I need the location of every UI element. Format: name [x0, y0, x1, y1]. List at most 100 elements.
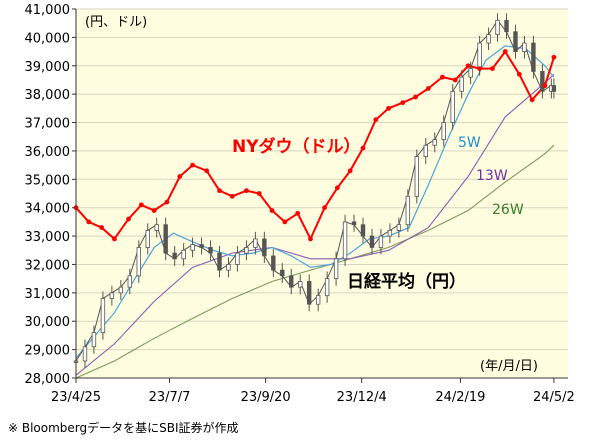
nikkei-candle	[405, 195, 411, 226]
nikkei-candle	[271, 255, 276, 271]
dow-point	[177, 174, 183, 179]
ma13-label: 13W	[476, 168, 508, 184]
nikkei-label: 日経平均（円）	[347, 271, 466, 292]
date-format-label: (年/月/日)	[480, 359, 538, 374]
dow-point	[386, 105, 392, 111]
y-axis-ticks: 28,000 29,000 30,000 31,000 32,000 33,000 34,0…	[25, 3, 76, 387]
dow-point	[452, 77, 458, 83]
y-tick-label: 37,000	[25, 117, 71, 132]
dow-point	[164, 199, 170, 205]
dow-point	[99, 225, 105, 230]
nikkei-candle	[468, 68, 473, 78]
nikkei-candle	[504, 19, 509, 33]
nikkei-candle	[450, 90, 455, 123]
nikkei-candle	[531, 42, 536, 72]
nikkei-candle	[235, 252, 240, 265]
dow-point	[190, 162, 195, 168]
nikkei-candle	[118, 286, 124, 294]
y-tick-label: 35,000	[25, 173, 71, 188]
dow-point	[269, 208, 275, 213]
y-tick-label: 36,000	[25, 145, 71, 160]
dow-points	[73, 49, 557, 242]
dow-point	[126, 216, 131, 222]
y-tick-label: 33,000	[25, 230, 71, 245]
dow-point	[542, 83, 548, 89]
dow-point	[295, 210, 301, 216]
nikkei-candle	[477, 42, 482, 70]
y-tick-label: 39,000	[25, 60, 71, 75]
nikkei-candle	[432, 139, 437, 146]
nikkei-candles	[73, 13, 557, 369]
y-tick-label: 30,000	[25, 315, 71, 330]
nikkei-candle	[226, 264, 231, 271]
nikkei-candle	[217, 252, 222, 271]
ma26-label: 26W	[492, 202, 524, 218]
nikkei-candle	[414, 156, 420, 197]
y-tick-label: 34,000	[25, 202, 71, 217]
dow-label: NYダウ（ドル）	[232, 136, 361, 157]
nikkei-candle	[540, 71, 545, 92]
dow-point	[229, 193, 235, 199]
nikkei-candle	[298, 281, 303, 288]
dow-point	[425, 86, 431, 91]
nikkei-candle	[315, 295, 321, 305]
nikkei-candle	[522, 42, 527, 52]
nikkei-candle	[100, 298, 106, 333]
dow-point	[551, 54, 557, 60]
nikkei-candle	[181, 249, 186, 260]
dow-point	[112, 236, 117, 242]
y-tick-label: 40,000	[25, 31, 71, 46]
dow-point	[360, 145, 366, 151]
y-tick-label: 41,000	[25, 3, 71, 18]
nikkei-candle	[333, 258, 339, 280]
x-tick-label: 24/2/19	[435, 390, 485, 405]
y-tick-label: 38,000	[25, 88, 71, 103]
nikkei-candle	[486, 34, 491, 44]
y-tick-label: 28,000	[25, 372, 71, 387]
nikkei-candle	[360, 224, 366, 237]
dow-point	[465, 63, 471, 69]
nikkei-candle	[280, 269, 285, 277]
y-tick-label: 32,000	[25, 258, 71, 273]
x-tick-label: 23/7/7	[149, 390, 191, 405]
nikkei-candle	[369, 235, 375, 248]
nikkei-candle	[441, 122, 446, 140]
x-tick-label: 23/9/20	[241, 390, 291, 405]
nikkei-candle	[253, 238, 258, 248]
dow-point	[440, 74, 445, 80]
nikkei-candle	[423, 144, 428, 158]
nikkei-candle	[387, 229, 393, 237]
nikkei-candle	[551, 85, 557, 92]
nikkei-candle	[262, 238, 267, 257]
nikkei-candle	[190, 244, 195, 251]
dow-point	[502, 49, 508, 54]
nikkei-candle	[136, 247, 141, 277]
dow-point	[282, 219, 288, 225]
unit-label: (円、ドル)	[85, 15, 147, 30]
dow-point	[217, 188, 222, 194]
nikkei-candle	[82, 346, 88, 362]
nikkei-candle	[513, 31, 518, 52]
dow-point	[138, 202, 144, 208]
nikkei-candle	[154, 224, 159, 231]
nikkei-candle	[459, 76, 464, 92]
nikkei-candle	[342, 221, 348, 260]
dow-point	[86, 219, 92, 225]
nikkei-candle	[163, 224, 168, 254]
nikkei-candle	[199, 244, 204, 248]
dow-point	[308, 236, 313, 242]
nikkei-candle	[208, 247, 213, 254]
nikkei-candle	[351, 221, 357, 226]
dow-point	[256, 191, 262, 196]
nikkei-candle	[244, 247, 249, 254]
dow-point	[347, 168, 353, 174]
dow-point	[244, 188, 249, 194]
dow-point	[477, 66, 482, 72]
nikkei-candle	[396, 224, 402, 231]
nikkei-candle	[495, 19, 500, 35]
x-tick-label: 23/4/25	[51, 390, 101, 405]
dow-point	[413, 94, 418, 100]
nikkei-candle	[324, 278, 330, 297]
